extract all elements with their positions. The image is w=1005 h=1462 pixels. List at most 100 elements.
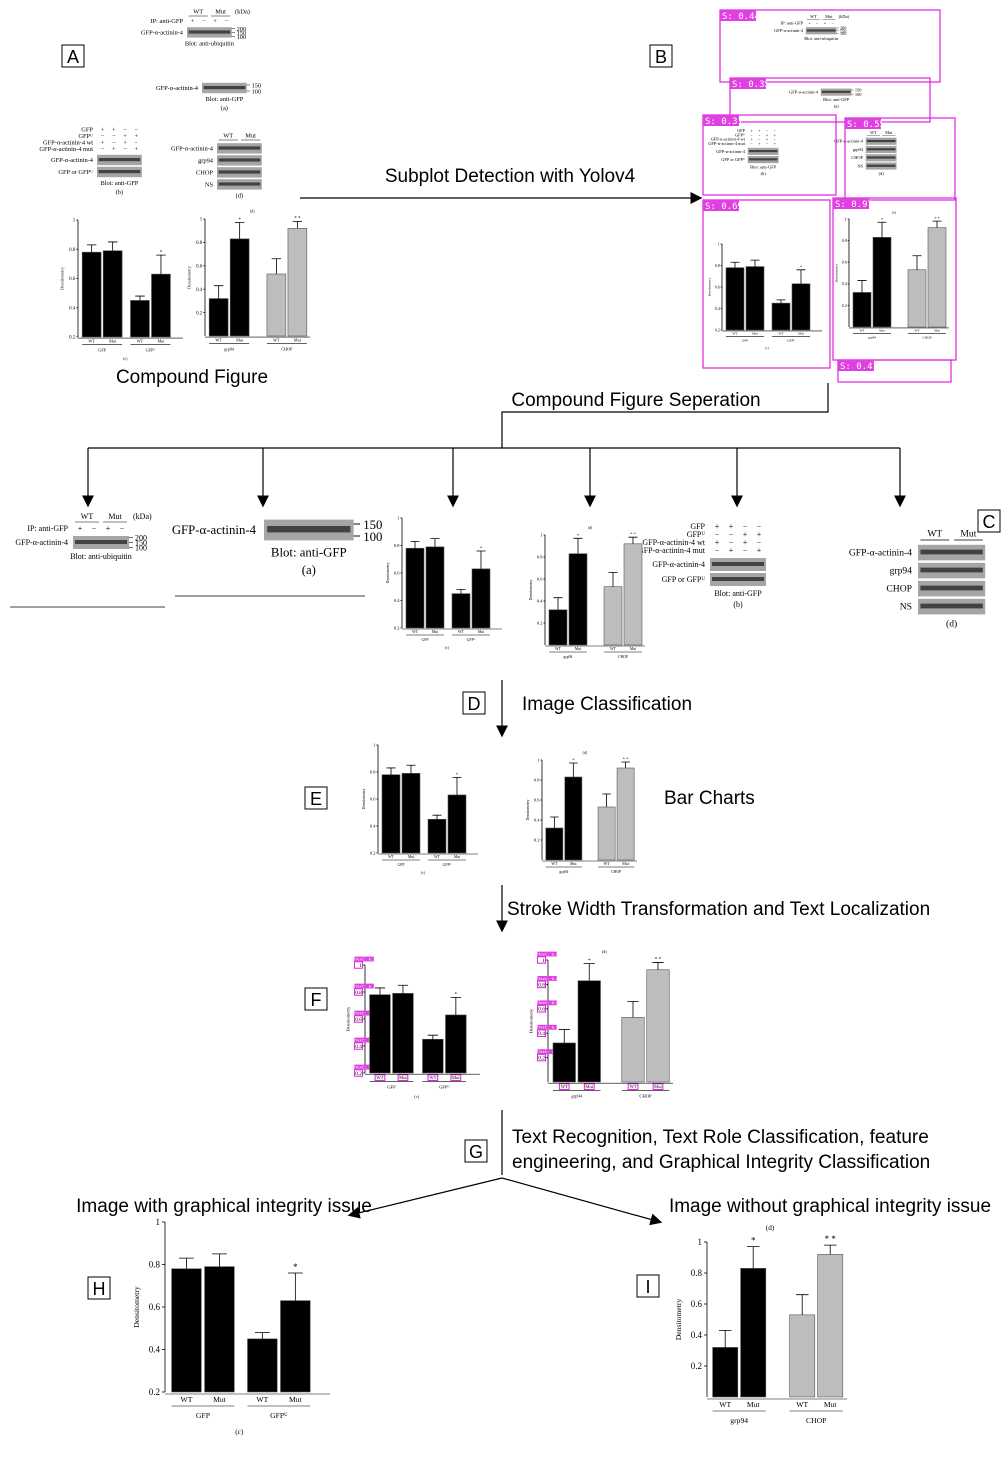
panel-letter: A [67,47,79,67]
blot-caption: Blot: anti-ubiquitin [804,36,839,41]
x-tick-label: Mut [575,647,582,651]
marker-label: 100 [237,34,247,41]
x-tick-label: WT [561,1084,568,1089]
blot-signal [920,604,982,609]
y-tick-label: 0.8 [537,555,543,560]
blot-signal [267,526,350,532]
x-tick-label: Mut [399,1075,407,1080]
x-tick-label: WT [273,338,280,343]
lane-sign: − [766,141,769,146]
subfigure-label: (c) [235,1428,244,1436]
row-label: GFP-α-actinin-4 [51,157,94,164]
error-bar [824,1245,837,1254]
blot: GFP-α-actinin-4150100Blot: anti-GFP(a) [172,518,383,577]
bar [553,1043,576,1082]
error-bar [550,817,559,828]
blot-signal [99,158,141,161]
group-label: CHOP [922,336,931,340]
bar-chart: 0.20.40.60.81WT*MutWT* *Mutgrp94CHOPDens… [834,211,949,340]
lane-sign: − [831,20,834,25]
error-bar [398,985,408,993]
significance-mark: * * [655,957,662,963]
lane-sign: − [715,546,720,555]
x-tick-label: Mut [454,855,461,859]
error-bar [179,1258,194,1269]
lane-header: Mut [108,512,122,521]
error-bar [272,259,281,274]
x-tick-label: WT [137,339,144,344]
blot-caption: Blot: anti-GFP [271,545,347,559]
x-tick-label: Mut [934,329,940,333]
error-bar [457,590,466,594]
error-bar [407,765,416,773]
y-axis-label: Densitometry [674,1299,683,1341]
bar [172,1269,202,1392]
group-label: GFPᵁ [467,638,476,642]
error-bar [559,1030,570,1043]
blot: GFP++−−GFPᵁ−−++GFP-α-actinin-4 wt+−+−GFP… [638,522,766,609]
x-tick-label: Mut [109,339,117,344]
caption: Bar Charts [664,788,755,809]
lane-sign: + [191,18,195,25]
error-bar [629,537,638,544]
blot-caption: Blot: anti-ubiquitin [185,41,235,48]
group-label: GFP [196,1411,210,1420]
bar [402,773,420,853]
group-label: grp94 [730,1416,748,1425]
group-label: GFPᵁ [270,1411,288,1420]
error-bar [796,1295,809,1315]
bar [393,993,414,1073]
x-tick-label: WT [434,855,441,859]
group-label: GFPᵁ [146,347,156,352]
bar [288,228,307,336]
bar [428,819,446,853]
y-tick-label: 1 [537,758,539,763]
marker-label: 100 [855,92,862,97]
error-bar [858,281,867,293]
panel-letter: F [311,990,322,1010]
significance-mark: * [588,958,591,964]
condition-label: GFP-α-actinin-4 mut [39,146,93,153]
panel-letter: G [469,1142,483,1162]
blot: GFP-α-actinin-4150100Blot: anti-GFP(a) [156,82,261,112]
lane-sign: + [78,524,83,533]
bar-chart: 0.20.40.60.81WTMutWT*MutGFPGFPᵁDensitome… [362,743,478,875]
bar [853,292,871,327]
group-label: GFP [98,347,106,352]
x-tick-label: WT [914,329,920,333]
bar [370,995,391,1073]
text-score: Text: 0.80 [538,1025,561,1030]
caption: Compound Figure [116,367,268,388]
y-tick-label: 0.4 [534,818,540,823]
blot-caption: Blot: anti-GFP [823,97,850,102]
detection-score: S: 0.35 [732,80,770,90]
lane-sign: − [123,146,127,153]
row-label: NS [857,163,863,168]
x-tick-label: Mut [408,855,415,859]
y-tick-label: 0.8 [370,770,376,775]
x-tick-label: Mut [570,862,577,866]
bar [908,270,926,327]
row-label: grp94 [198,157,214,164]
caption: Image without graphical integrity issue [669,1196,991,1217]
subfigure-label: (a) [302,563,316,577]
row-label: GFP-α-actinin-4 [849,548,912,559]
error-bar [212,1254,227,1267]
blot-signal [867,140,896,142]
y-tick-label: 0.4 [370,824,376,829]
row-label: GFP-α-actinin-4 [156,85,199,92]
marker-label: 100 [363,530,382,544]
blot-signal [219,158,261,161]
blot-sublabel: IP: anti-GFP [27,524,68,533]
row-label: GFP-α-actinin-4 [652,560,705,569]
x-tick-label: WT [610,647,617,651]
caption: Image with graphical integrity issue [76,1196,372,1217]
x-tick-label: Mut [289,1395,303,1404]
lane-sign: + [729,546,734,555]
row-label: GFP-α-actinin-4 [716,149,746,154]
significance-mark: * [293,1262,298,1272]
panel-letter: C [983,512,996,532]
x-tick-label: WT [629,1084,636,1089]
x-tick-label: WT [376,1075,383,1080]
subfigure-label: (c) [123,356,128,361]
